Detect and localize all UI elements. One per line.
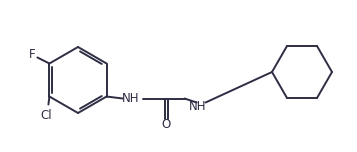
Text: F: F: [29, 48, 36, 61]
Text: Cl: Cl: [41, 109, 52, 122]
Text: NH: NH: [122, 92, 139, 105]
Text: O: O: [161, 118, 171, 131]
Text: NH: NH: [189, 100, 206, 113]
